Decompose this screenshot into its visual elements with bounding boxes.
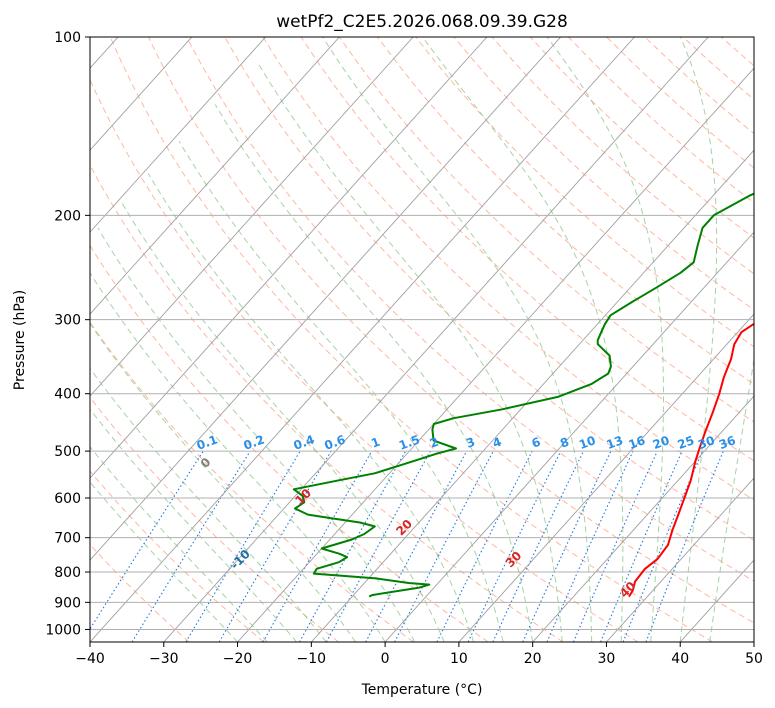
isotherm-line: [90, 37, 266, 233]
mixing-ratio-line: [325, 450, 431, 642]
dry-adiabat-line: [338, 37, 754, 423]
moist-adiabat-line: [709, 356, 754, 642]
mixing-ratio-label: 30: [696, 433, 716, 452]
mixing-ratio-label: 1.5: [397, 432, 422, 452]
moist-adiabat-line: [256, 61, 563, 642]
x-tick-label: 40: [671, 651, 689, 667]
axes: −40 −30 −20 −10 0 10 20 30 40 50 100 200 300 400 500 60…: [45, 30, 763, 667]
x-tick-label: −30: [149, 651, 179, 667]
mixing-ratio-line: [436, 450, 533, 642]
mixing-ratio-line: [90, 450, 204, 630]
dry-adiabat-line: [147, 37, 754, 624]
dewpoint-line: [292, 192, 754, 598]
dry-adiabat-line: [90, 244, 489, 642]
y-tick-label: 800: [54, 565, 81, 581]
x-tick-label: 50: [745, 651, 763, 667]
y-tick-label: 300: [54, 313, 81, 329]
mixing-ratio-line: [600, 450, 683, 642]
mixing-ratio-line: [572, 450, 658, 642]
mixing-ratio-label: 16: [627, 433, 647, 452]
chart-title: wetPf2_C2E5.2026.068.09.39.G28: [276, 12, 568, 32]
temperature-line: [628, 322, 754, 598]
dry-adiabat-line: [90, 78, 639, 642]
y-tick-label: 500: [54, 444, 81, 460]
dry-adiabat-line: [453, 37, 754, 311]
dry-adiabat-line: [90, 164, 564, 642]
y-tick-label: 600: [54, 491, 81, 507]
moist-adiabat-line: [679, 37, 718, 642]
isotherm-line: [532, 395, 754, 642]
y-tick-label: 100: [54, 30, 81, 46]
mixing-ratio-label: 0.2: [242, 432, 267, 452]
moist-adiabat-line: [90, 322, 357, 642]
dry-adiabat-line: [90, 470, 265, 642]
mixing-ratio-label: 25: [676, 433, 696, 452]
isotherm-line: [237, 67, 754, 642]
mixing-ratio-line: [299, 450, 407, 642]
mixing-ratio-label: 13: [604, 433, 624, 452]
isotherm-line: [90, 37, 488, 479]
x-tick-label: 0: [381, 651, 390, 667]
moist-adiabat-line: [322, 37, 593, 642]
mixing-ratio-label: 20: [651, 433, 671, 452]
isotherm-line: [90, 37, 340, 315]
x-tick-label: −40: [75, 651, 105, 667]
moist-adiabat-line: [90, 481, 238, 642]
dry-adiabat-line: [90, 396, 339, 642]
isotherm-line: [90, 37, 635, 642]
x-tick-label: 10: [450, 651, 468, 667]
mixing-ratio-line: [645, 450, 724, 642]
dry-adiabat-line: [109, 37, 713, 642]
y-tick-label: 900: [54, 595, 81, 611]
moist-adiabat-line: [90, 272, 386, 642]
y-tick-label: 200: [54, 208, 81, 224]
x-tick-label: 30: [598, 651, 616, 667]
profile-lines: [292, 192, 754, 598]
isotherm-line: [606, 477, 754, 642]
mixing-ratio-line: [546, 450, 634, 642]
mixing-ratio-label: 0.6: [323, 432, 348, 452]
mixing-ratio-line: [622, 450, 704, 642]
dry-adiabat-line: [415, 37, 754, 348]
mixing-ratio-label: 10: [577, 433, 597, 452]
isotherm-line: [90, 37, 414, 397]
mixing-ratio-label: 36: [717, 433, 737, 452]
mixing-ratio-label: 0.1: [195, 432, 220, 452]
moist-adiabat-line: [422, 37, 624, 642]
isotherm-line: [90, 37, 562, 561]
x-tick-label: −10: [297, 651, 327, 667]
moist-adiabat-line: [147, 173, 475, 642]
isotherm-line: [384, 231, 754, 642]
dry-adiabat-line: [90, 543, 190, 642]
moist-adiabat-line: [120, 201, 445, 642]
moist-adiabat-line: [546, 37, 664, 642]
x-tick-label: 20: [524, 651, 542, 667]
moist-adiabat-line: [214, 104, 534, 642]
y-tick-label: 400: [54, 387, 81, 403]
mixing-ratio-label: 0.4: [292, 432, 317, 452]
plot-frame: [89, 36, 755, 643]
isotherm-line: [310, 149, 754, 642]
isotherm-line: [90, 37, 193, 151]
dry-adiabat-line: [377, 37, 754, 385]
isotherm-line: [163, 37, 709, 642]
moist-adiabat-line: [97, 227, 416, 642]
y-axis-title: Pressure (hPa): [12, 290, 28, 390]
x-axis-title: Temperature (°C): [361, 682, 483, 698]
isotherm-line: [458, 313, 754, 642]
mixing-ratio-line: [365, 450, 468, 642]
x-tick-label: −20: [223, 651, 253, 667]
y-tick-label: 700: [54, 531, 81, 547]
background-lines: [90, 37, 754, 642]
y-tick-label: 1000: [45, 622, 81, 638]
